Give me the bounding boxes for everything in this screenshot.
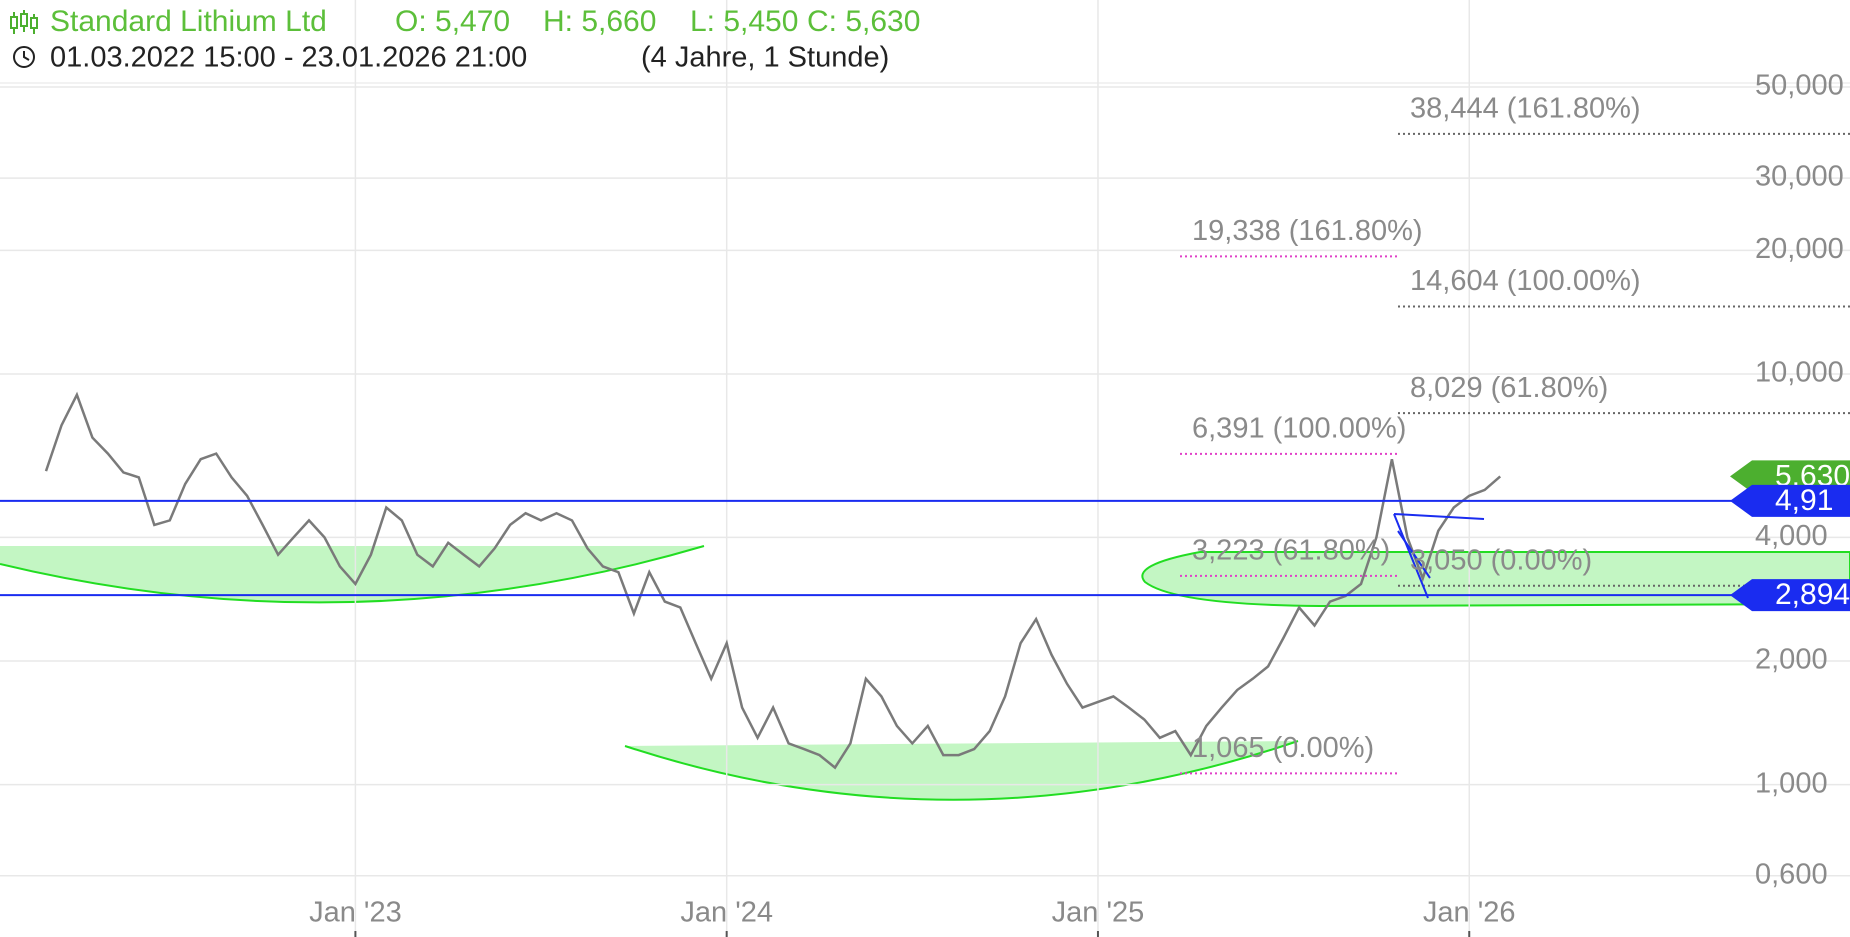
cup-outline	[624, 740, 1299, 801]
x-tick-label: Jan '23	[309, 897, 402, 929]
y-tick-label: 20,000	[1755, 233, 1844, 265]
price-label-box	[1730, 579, 1850, 612]
ohlc-label: C: 5,630	[807, 5, 920, 38]
x-tick-label: Jan '26	[1423, 897, 1516, 929]
cup-fill	[0, 546, 704, 603]
period: (4 Jahre, 1 Stunde)	[641, 42, 889, 74]
price-label-box	[1730, 460, 1850, 493]
trend-line	[1397, 530, 1431, 579]
chart-title: Standard Lithium Ltd	[50, 5, 327, 38]
y-tick-label: 1,000	[1755, 767, 1828, 799]
x-tick-label: Jan '24	[680, 897, 773, 929]
trend-line	[1393, 513, 1429, 599]
cup-fill	[1141, 551, 1850, 608]
y-tick-label: 2,000	[1755, 644, 1828, 676]
price-label-box	[1730, 484, 1850, 517]
clock-icon	[13, 46, 35, 68]
fib-label: 19,338 (161.80%)	[1192, 215, 1423, 247]
price-label: 2,894	[1775, 578, 1850, 611]
trend-line	[1393, 513, 1485, 520]
fib-label: 38,444 (161.80%)	[1410, 93, 1641, 125]
fib-label: 1,065 (0.00%)	[1192, 732, 1374, 764]
y-tick-label: 30,000	[1755, 161, 1844, 193]
x-tick-label: Jan '25	[1052, 897, 1145, 929]
candle-icon	[10, 10, 38, 34]
fib-label: 6,391 (100.00%)	[1192, 412, 1406, 444]
y-tick-label: 10,000	[1755, 357, 1844, 389]
y-tick-label: 0,600	[1755, 858, 1828, 890]
fib-label: 3,223 (61.80%)	[1192, 535, 1390, 567]
date-range: 01.03.2022 15:00 - 23.01.2026 21:00	[50, 42, 527, 74]
y-tick-label: 50,000	[1755, 70, 1844, 102]
fib-label: 8,029 (61.80%)	[1410, 372, 1608, 404]
fib-label: 3,050 (0.00%)	[1410, 544, 1592, 576]
y-tick-label: 4,000	[1755, 520, 1828, 552]
ohlc-label: L: 5,450	[690, 5, 798, 38]
ohlc-label: O: 5,470	[395, 5, 510, 38]
price-label: 4,91	[1775, 484, 1833, 517]
price-line	[44, 391, 1502, 770]
ohlc-label: H: 5,660	[543, 5, 656, 38]
cup-outline	[0, 545, 705, 604]
fib-label: 14,604 (100.00%)	[1410, 265, 1641, 297]
